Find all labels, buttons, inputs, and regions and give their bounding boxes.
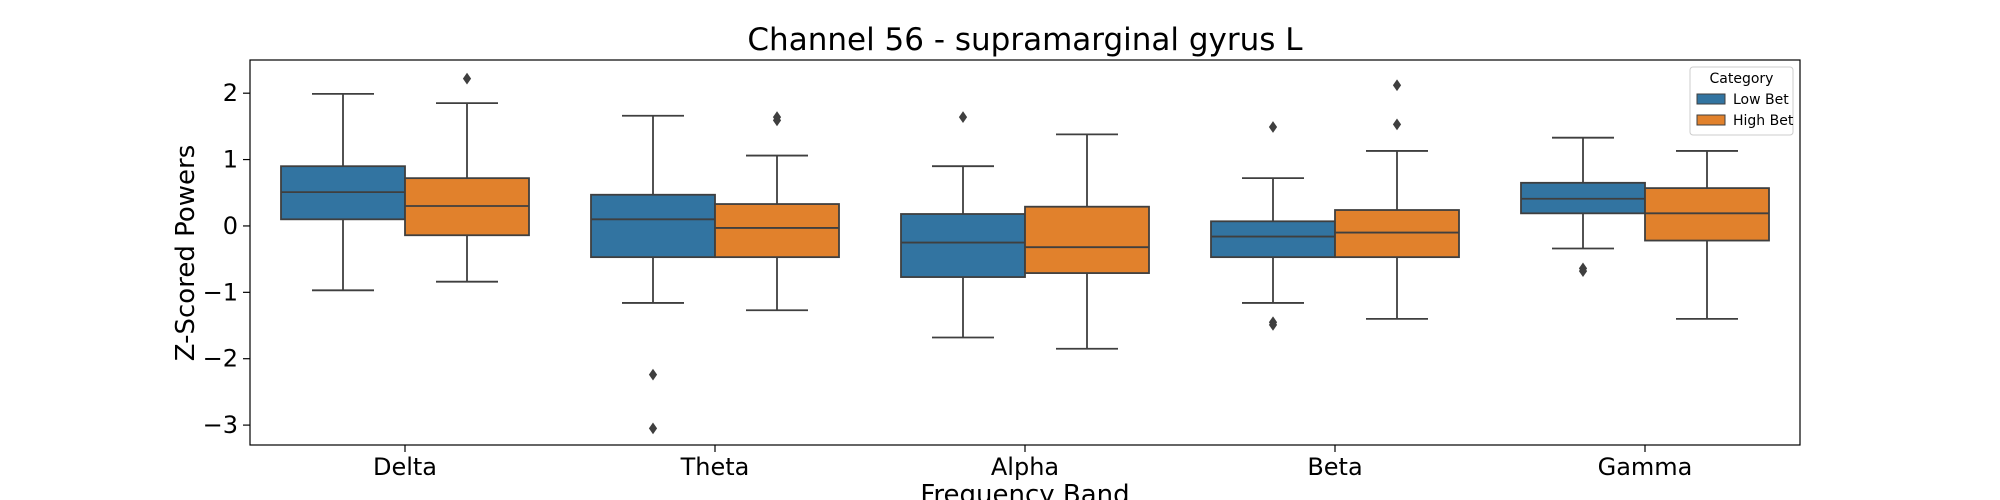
iqr-box bbox=[1334, 209, 1460, 259]
legend-swatch bbox=[1696, 93, 1726, 105]
legend-swatch bbox=[1696, 114, 1726, 126]
outlier-point bbox=[1268, 121, 1278, 133]
iqr-box bbox=[900, 213, 1026, 278]
outlier-point bbox=[1392, 118, 1402, 131]
x-tick-label: Delta bbox=[373, 453, 437, 481]
box-high-bet-theta bbox=[714, 111, 840, 312]
x-tick-label: Gamma bbox=[1598, 453, 1693, 481]
box-low-bet-beta bbox=[1210, 121, 1336, 331]
box-high-bet-alpha bbox=[1024, 133, 1150, 350]
box-high-bet-beta bbox=[1334, 79, 1460, 320]
y-tick-label: −3 bbox=[203, 411, 238, 439]
iqr-box bbox=[1644, 187, 1770, 242]
outlier-point bbox=[958, 111, 968, 123]
y-tick-label: 2 bbox=[223, 79, 238, 107]
x-tick-label: Beta bbox=[1307, 453, 1362, 481]
legend-label: High Bet bbox=[1733, 113, 1794, 129]
legend-title: Category bbox=[1710, 71, 1774, 87]
iqr-box bbox=[1210, 220, 1336, 259]
iqr-box bbox=[590, 193, 716, 259]
outlier-point bbox=[1578, 265, 1588, 277]
outlier-point bbox=[648, 422, 658, 435]
x-tick-label: Alpha bbox=[991, 453, 1059, 481]
outlier-point bbox=[648, 368, 658, 381]
legend: Category Low Bet High Bet bbox=[1689, 66, 1794, 136]
box-low-bet-alpha bbox=[900, 111, 1026, 339]
y-axis: 2 1 0 −1 −2 −3 bbox=[203, 79, 250, 439]
box-low-bet-delta bbox=[280, 92, 406, 292]
iqr-box bbox=[714, 203, 840, 259]
chart-title: Channel 56 - supramarginal gyrus L bbox=[747, 22, 1303, 58]
box-low-bet-gamma bbox=[1520, 136, 1646, 277]
iqr-box bbox=[1024, 205, 1150, 274]
outlier-point bbox=[1392, 79, 1402, 92]
legend-label: Low Bet bbox=[1733, 92, 1789, 108]
box-high-bet-gamma bbox=[1644, 150, 1770, 320]
box-low-bet-theta bbox=[590, 114, 716, 435]
y-axis-title: Z-Scored Powers bbox=[171, 145, 201, 361]
y-tick-label: −1 bbox=[203, 278, 238, 306]
x-axis-title: Frequency Band bbox=[920, 480, 1129, 500]
y-tick-label: 1 bbox=[223, 146, 238, 174]
x-axis: Delta Theta Alpha Beta Gamma bbox=[373, 445, 1692, 481]
y-tick-label: 0 bbox=[223, 212, 238, 240]
outlier-point bbox=[1268, 318, 1278, 331]
box-layer bbox=[280, 72, 1770, 435]
outlier-point bbox=[772, 111, 782, 123]
y-tick-label: −2 bbox=[203, 345, 238, 373]
outlier-point bbox=[462, 72, 472, 85]
x-tick-label: Theta bbox=[680, 453, 750, 481]
box-high-bet-delta bbox=[404, 72, 530, 283]
